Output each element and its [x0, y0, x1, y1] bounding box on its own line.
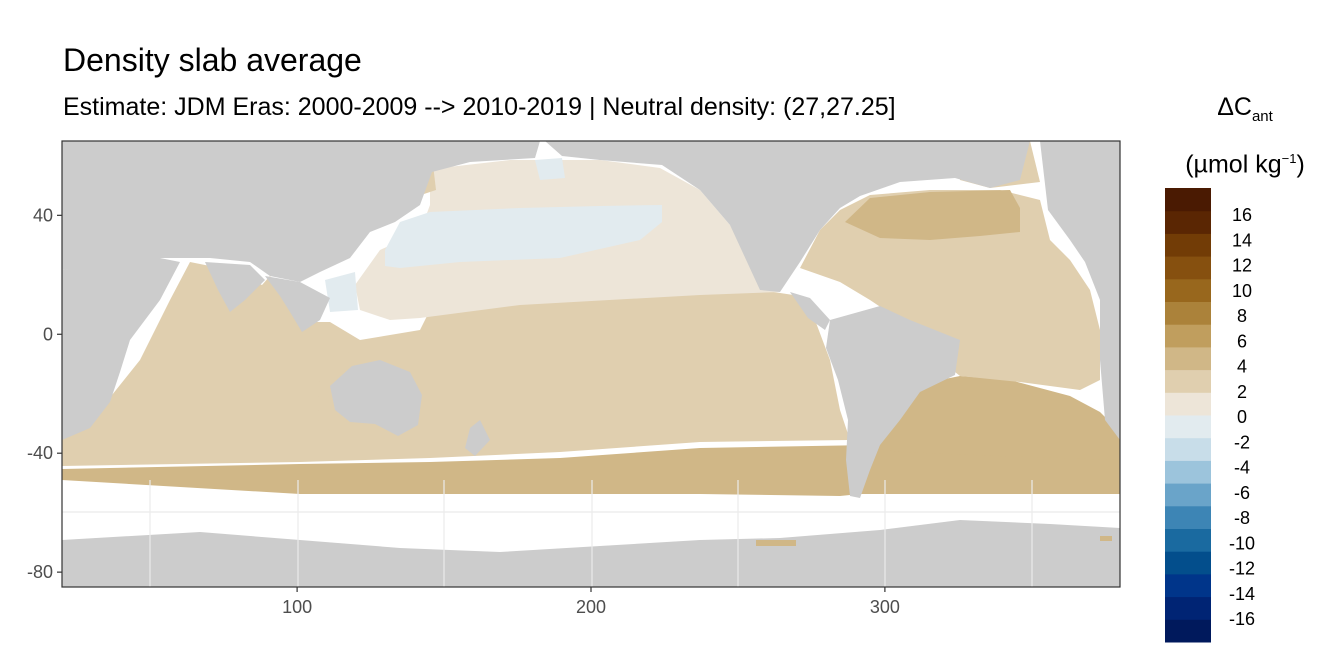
region-north-atlantic: [800, 190, 1100, 390]
land-south-america: [826, 306, 960, 498]
colorbar-segment: [1165, 505, 1211, 529]
legend-title-unit: (µmol kg−1): [1185, 150, 1305, 179]
colorbar-label: -16: [1229, 609, 1255, 629]
shelf-patches: [756, 536, 1112, 546]
legend-title-symbol: ΔCant: [1217, 93, 1273, 125]
colorbar-label: -8: [1234, 508, 1250, 528]
colorbar-segment: [1165, 437, 1211, 461]
colorbar-label: 12: [1232, 256, 1252, 276]
land-india: [205, 262, 265, 312]
land-australia: [330, 360, 422, 436]
colorbar-segment: [1165, 528, 1211, 552]
land-greenland: [930, 141, 1030, 188]
colorbar-label: 4: [1237, 357, 1247, 377]
colorbar-segment: [1165, 256, 1211, 280]
land-new-zealand: [465, 420, 490, 456]
colorbar-segment: [1165, 483, 1211, 507]
land-africa: [62, 256, 180, 440]
colorbar-label: -2: [1234, 432, 1250, 452]
colorbar-label: -12: [1229, 559, 1255, 579]
region-okhotsk: [535, 158, 565, 180]
y-tick-label: 0: [43, 324, 53, 344]
region-north-pacific-subpolar: [385, 205, 662, 268]
legend-title: ΔCant (µmol kg−1): [1165, 86, 1325, 185]
colorbar-label: 14: [1232, 230, 1252, 250]
land-masses: [62, 141, 1120, 587]
y-tick-label: -80: [27, 562, 53, 582]
region-south-atlantic: [850, 376, 1120, 460]
x-tick-label: 100: [282, 597, 312, 617]
colorbar-label: 16: [1232, 205, 1252, 225]
colorbar-segment: [1165, 210, 1211, 234]
colorbar-label: 10: [1232, 281, 1252, 301]
colorbar-segment: [1165, 324, 1211, 348]
colorbar-label: -4: [1234, 458, 1250, 478]
colorbar-segment: [1165, 346, 1211, 371]
colorbar-segment: [1165, 278, 1211, 302]
x-tick-label: 200: [576, 597, 606, 617]
chart-title: Density slab average: [63, 42, 362, 78]
y-axis: 40 0 -40 -80: [27, 205, 62, 582]
colorbar-label: 6: [1237, 331, 1247, 351]
colorbar-segment: [1165, 392, 1211, 416]
colorbar-label: -14: [1229, 584, 1255, 604]
colorbar-label: 8: [1237, 306, 1247, 326]
colorbar-labels: -16 -14 -12 -10 -8 -6 -4 -2 0 2 4 6 8 10 12 14 16: [1229, 205, 1255, 629]
x-axis: 100 200 300: [282, 587, 900, 617]
x-tick-label: 300: [870, 597, 900, 617]
colorbar-segment: [1165, 233, 1211, 257]
colorbar-segment: [1165, 619, 1211, 643]
region-labrador-irminger: [845, 190, 1020, 240]
land-central-america: [790, 292, 830, 330]
land-europe: [1040, 141, 1120, 300]
y-tick-label: 40: [33, 205, 53, 225]
region-indo-pacific: [62, 262, 850, 466]
region-south-china-sea: [325, 272, 358, 312]
grid-lines: [62, 480, 1120, 587]
y-tick-label: -40: [27, 443, 53, 463]
land-north-america: [545, 141, 960, 292]
colorbar-label: 0: [1237, 407, 1247, 427]
land-eurasia-north: [62, 141, 540, 282]
colorbar-segment: [1165, 369, 1211, 393]
colorbar-segment: [1165, 415, 1211, 439]
colorbar-label: -10: [1229, 533, 1255, 553]
colorbar-segment: [1165, 460, 1211, 484]
colorbar-label: 2: [1237, 382, 1247, 402]
chart-subtitle: Estimate: JDM Eras: 2000-2009 --> 2010-2…: [63, 93, 896, 121]
land-se-asia: [265, 276, 330, 332]
colorbar: [1165, 188, 1211, 643]
colorbar-segment: [1165, 301, 1211, 325]
colorbar-label: -6: [1234, 483, 1250, 503]
colorbar-segment: [1165, 188, 1211, 212]
land-africa-east: [1100, 300, 1120, 440]
colorbar-segment: [1165, 551, 1211, 575]
land-antarctica: [62, 520, 1120, 587]
colorbar-segment: [1165, 573, 1211, 598]
colorbar-segment: [1165, 596, 1211, 620]
